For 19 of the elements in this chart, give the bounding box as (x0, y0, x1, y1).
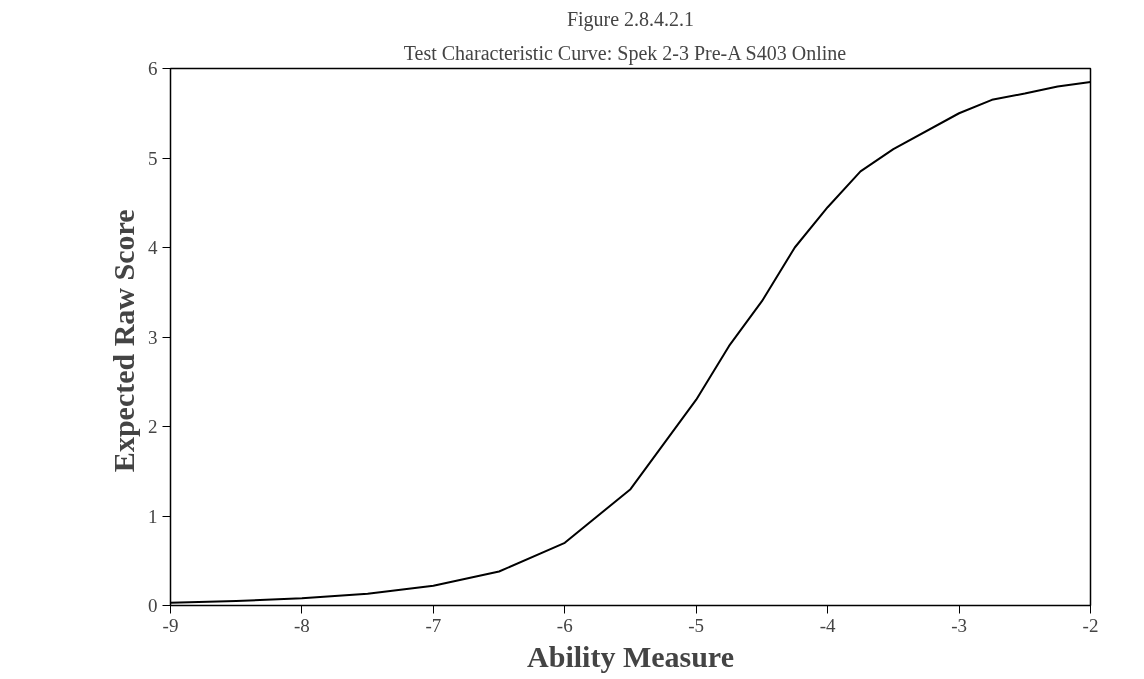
x-tick-label: -9 (162, 614, 179, 636)
x-tick-label: -8 (294, 614, 310, 636)
x-tick-label: -6 (556, 614, 573, 636)
y-tick-label: 1 (148, 505, 158, 527)
y-tick-label: 6 (148, 58, 158, 79)
y-tick-label: 4 (148, 237, 158, 258)
x-tick-label: -2 (1082, 614, 1099, 636)
x-axis-title: Ability Measure (527, 639, 734, 673)
x-tick-label: -3 (951, 614, 967, 636)
chart-subtitle: Test Characteristic Curve: Spek 2-3 Pre-A S403 Online (403, 41, 847, 65)
chart-title: Figure 2.8.4.2.1 (566, 7, 695, 31)
y-tick-label: 5 (148, 147, 158, 169)
x-tick-label: -4 (819, 614, 837, 636)
x-tick-label: -5 (688, 614, 705, 636)
y-tick-label: 2 (148, 416, 158, 437)
y-tick-label: 3 (148, 326, 158, 348)
x-tick-label: -7 (425, 614, 442, 636)
y-tick-label: 0 (148, 595, 158, 616)
y-axis-title: Expected Raw Score (107, 209, 140, 473)
